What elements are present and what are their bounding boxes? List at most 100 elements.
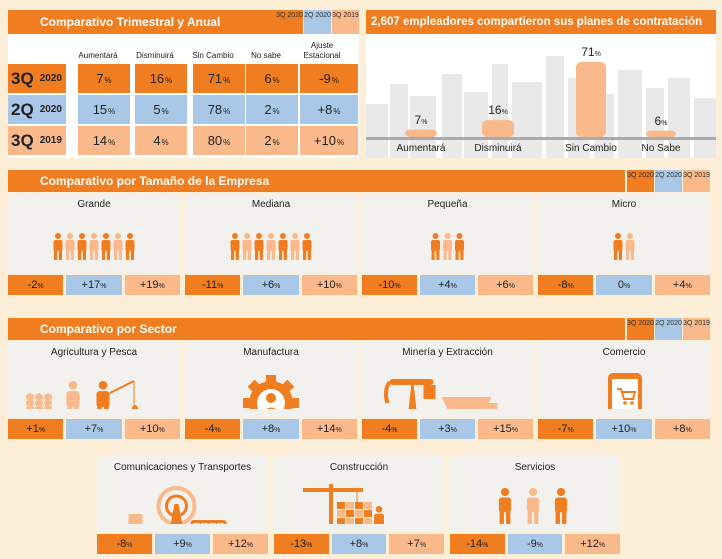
category-card-value: +3% bbox=[420, 419, 475, 439]
employers-bar-value: 16% bbox=[488, 103, 508, 118]
employers-bar-category: No Sabe bbox=[641, 143, 681, 154]
category-card-value: -8% bbox=[97, 534, 152, 554]
legend-3q2019: 3Q 2019 bbox=[332, 10, 359, 34]
category-card-icon bbox=[498, 488, 568, 524]
category-card-value: -4% bbox=[362, 419, 417, 439]
quarter-cell: 14% bbox=[78, 126, 130, 155]
category-card-value: +8% bbox=[243, 419, 299, 439]
quarter-cell: 71% bbox=[193, 64, 245, 93]
quarterly-title: Comparativo Trimestral y Anual bbox=[40, 15, 221, 29]
company-size-legend-2q2020: 2Q 2020 bbox=[655, 170, 682, 192]
quarter-row-label: 3Q 2019 bbox=[8, 126, 66, 155]
category-card-value: -10% bbox=[362, 275, 417, 295]
category-card-value: -13% bbox=[274, 534, 329, 554]
employers-bar bbox=[405, 129, 437, 137]
employers-bar-value: 7% bbox=[414, 112, 428, 127]
quarter-row-label: 2Q 2020 bbox=[8, 95, 66, 124]
quarter-label: 3Q bbox=[11, 130, 34, 150]
company-size-title: Comparativo por Tamaño de la Empresa bbox=[40, 174, 270, 188]
category-card-value: -11% bbox=[185, 275, 241, 295]
quarter-label: 3Q bbox=[11, 68, 34, 88]
chart-baseline bbox=[366, 137, 716, 140]
category-card: Pequeña bbox=[362, 193, 533, 273]
quarter-cell: 78% bbox=[193, 95, 245, 124]
category-card-value: +6% bbox=[478, 275, 533, 295]
category-card-title: Comunicaciones y Transportes bbox=[113, 462, 252, 473]
col-header-sincambio: Sin Cambio bbox=[192, 51, 234, 60]
company-size-header: Comparativo por Tamaño de la Empresa bbox=[8, 170, 625, 192]
category-card-title: Agricultura y Pesca bbox=[50, 347, 138, 358]
quarter-year: 2020 bbox=[39, 73, 62, 84]
category-card-value: -14% bbox=[450, 534, 505, 554]
category-card: Construcción bbox=[274, 456, 444, 532]
category-card: Servicios bbox=[450, 456, 620, 532]
sector-legend-2q2020: 2Q 2020 bbox=[655, 318, 682, 340]
category-card: Grande bbox=[8, 193, 180, 273]
category-card-value: +10% bbox=[301, 275, 357, 295]
quarter-cell: 7% bbox=[78, 64, 130, 93]
category-card-title: Micro bbox=[611, 199, 637, 210]
category-card-icon bbox=[383, 379, 498, 409]
category-card-value: +8% bbox=[654, 419, 710, 439]
employers-header: 2,607 empleadores compartieron sus plane… bbox=[366, 10, 716, 34]
category-card-value: -2% bbox=[8, 275, 64, 295]
category-card-icon bbox=[230, 233, 312, 260]
quarter-year: 2019 bbox=[39, 135, 62, 146]
quarter-cell: 2% bbox=[246, 95, 298, 124]
category-card: Agricultura y Pesca bbox=[8, 341, 180, 417]
category-card-icon bbox=[303, 484, 384, 524]
quarter-cell: -9% bbox=[300, 64, 358, 93]
category-card-icon bbox=[243, 375, 299, 409]
col-header-ajuste: Ajuste Estacional bbox=[303, 41, 341, 60]
category-card-value: +12% bbox=[565, 534, 620, 554]
category-card: Mediana bbox=[185, 193, 357, 273]
legend-3q2020: 3Q 2020 bbox=[276, 10, 303, 34]
category-card-value: -8% bbox=[538, 275, 594, 295]
category-card-title: Mediana bbox=[251, 199, 291, 210]
category-card-icon bbox=[613, 233, 635, 260]
sector-legend-3q2019: 3Q 2019 bbox=[683, 318, 710, 340]
quarter-cell: 5% bbox=[135, 95, 187, 124]
employers-bar bbox=[576, 62, 606, 137]
category-card-title: Pequeña bbox=[427, 199, 468, 210]
employers-bar-category: Aumentará bbox=[396, 143, 446, 154]
quarter-cell: 15% bbox=[78, 95, 130, 124]
sector-title: Comparativo por Sector bbox=[40, 322, 177, 336]
employers-bar bbox=[482, 120, 514, 137]
quarter-cell: 2% bbox=[246, 126, 298, 155]
category-card-icon bbox=[26, 380, 139, 409]
category-card-title: Comercio bbox=[602, 347, 646, 358]
employers-chart-panel bbox=[366, 34, 716, 158]
category-card-icon bbox=[431, 233, 464, 260]
category-card-value: +10% bbox=[124, 419, 180, 439]
category-card-value: -4% bbox=[185, 419, 241, 439]
col-header-nosabe: No sabe bbox=[251, 51, 281, 60]
quarter-cell: +10% bbox=[300, 126, 358, 155]
category-card: Manufactura bbox=[185, 341, 357, 417]
category-card-value: +7% bbox=[66, 419, 122, 439]
category-card-value: +1% bbox=[8, 419, 64, 439]
category-card-value: +4% bbox=[654, 275, 710, 295]
category-card: Micro bbox=[538, 193, 710, 273]
company-size-legend-3q2019: 3Q 2019 bbox=[683, 170, 710, 192]
category-card-value: +14% bbox=[301, 419, 357, 439]
category-card-title: Minería y Extracción bbox=[402, 347, 493, 358]
legend-2q2020: 2Q 2020 bbox=[304, 10, 331, 34]
category-card-icon bbox=[128, 486, 227, 524]
category-card-value: +7% bbox=[389, 534, 444, 554]
company-size-legend-3q2020: 3Q 2020 bbox=[627, 170, 654, 192]
sector-legend-3q2020: 3Q 2020 bbox=[627, 318, 654, 340]
quarter-cell: +8% bbox=[300, 95, 358, 124]
category-card-title: Servicios bbox=[514, 462, 556, 473]
quarterly-header: Comparativo Trimestral y Anual bbox=[8, 10, 276, 34]
category-card-title: Grande bbox=[77, 199, 111, 210]
category-card-value: +17% bbox=[66, 275, 122, 295]
employers-bar bbox=[646, 130, 676, 137]
category-card-value: +12% bbox=[213, 534, 268, 554]
quarter-label: 2Q bbox=[11, 99, 34, 119]
category-card-value: +15% bbox=[478, 419, 533, 439]
category-card: Comunicaciones y Transportes bbox=[97, 456, 268, 532]
quarter-cell: 80% bbox=[193, 126, 245, 155]
employers-bar-category: Disminuirá bbox=[474, 143, 522, 154]
employers-title: 2,607 empleadores compartieron sus plane… bbox=[371, 16, 703, 28]
